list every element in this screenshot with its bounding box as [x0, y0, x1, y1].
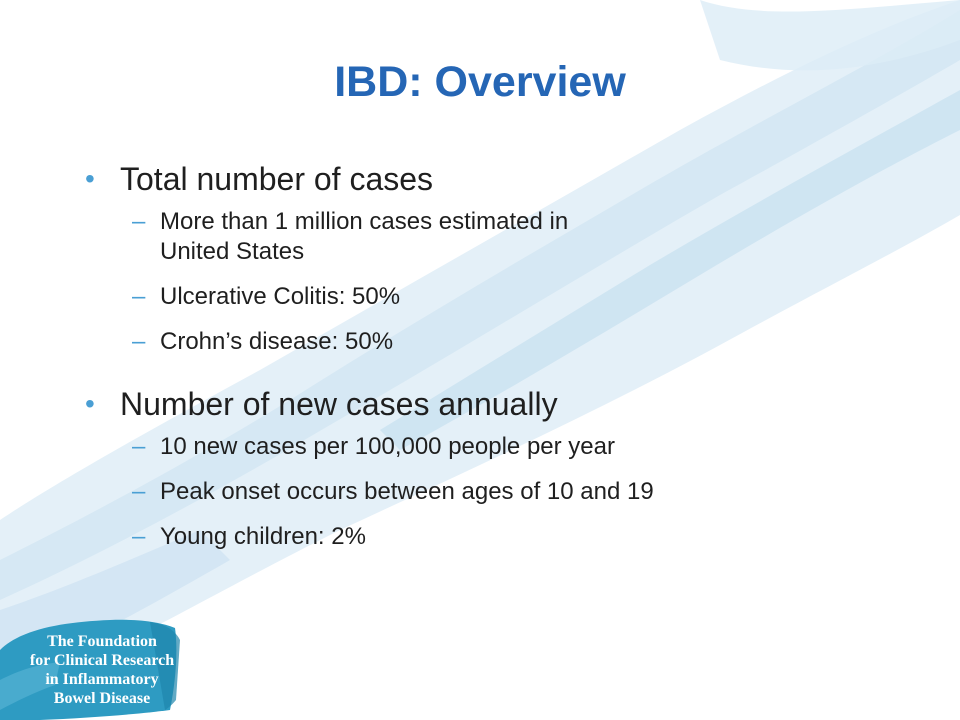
dash-icon: – [132, 433, 146, 460]
dash-icon: – [132, 478, 146, 505]
bullet-heading-text: Number of new cases annually [120, 386, 558, 422]
sub-bullet-text: Ulcerative Colitis: 50% [160, 283, 401, 310]
sub-bullet-text: United States [160, 238, 305, 265]
sub-bullet-text: Young children: 2% [160, 523, 366, 550]
dash-icon: – [132, 328, 146, 355]
dash-icon: – [132, 283, 146, 310]
foundation-logo-brush [0, 619, 180, 720]
slide-title: IBD: Overview [334, 58, 626, 106]
dash-icon: – [132, 208, 146, 235]
dash-icon: – [132, 523, 146, 550]
bullet-heading-text: Total number of cases [120, 161, 434, 197]
sub-bullet-text: Peak onset occurs between ages of 10 and… [160, 478, 654, 505]
sub-bullet-text: Crohn’s disease: 50% [160, 328, 394, 355]
sub-bullet-text: 10 new cases per 100,000 people per year [160, 433, 615, 460]
sub-bullet-text: More than 1 million cases estimated in [160, 208, 569, 235]
bullet-icon: • [85, 163, 95, 194]
bullet-icon: • [85, 388, 95, 419]
foundation-logo-text: The Foundation for Clinical Research in … [22, 632, 182, 708]
logo-line: Bowel Disease [53, 690, 151, 707]
logo-line: in Inflammatory [45, 671, 159, 688]
logo-line: The Foundation [47, 633, 157, 650]
logo-line: for Clinical Research [29, 652, 175, 669]
